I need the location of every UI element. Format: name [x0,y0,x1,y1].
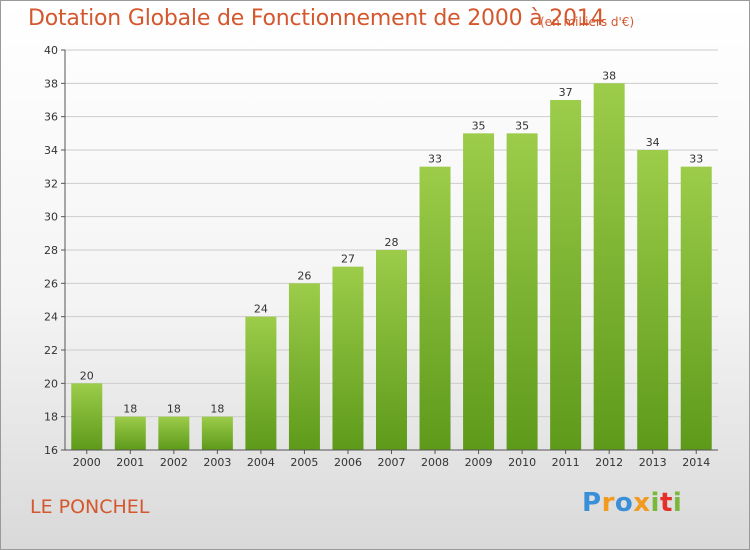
x-tick-label: 2009 [465,456,493,469]
bar [376,250,407,450]
x-tick-label: 2011 [552,456,580,469]
y-tick-label: 28 [44,244,58,257]
bar-value-label: 33 [428,153,442,166]
bar-value-label: 24 [254,303,268,316]
x-tick-label: 2002 [160,456,188,469]
chart-subtitle: (en milliers d'€) [540,15,635,29]
bar [463,133,495,451]
bar [288,283,320,450]
x-tick-label: 2000 [73,456,101,469]
bar [593,83,625,450]
logo-letter: t [659,488,673,518]
x-tick-label: 2014 [682,456,710,469]
bar-value-label: 27 [341,253,355,266]
x-tick-label: 2007 [378,456,406,469]
logo-letter: r [601,488,615,518]
x-tick-label: 2001 [116,456,144,469]
x-tick-label: 2003 [203,456,231,469]
bar-value-label: 35 [515,119,529,132]
bar-value-label: 37 [559,86,573,99]
logo-letter: P [582,488,602,518]
y-tick-label: 32 [44,177,58,190]
y-tick-label: 26 [44,277,58,290]
logo-letter: i [672,488,683,518]
x-tick-label: 2005 [290,456,318,469]
bar-value-label: 35 [472,119,486,132]
x-tick-label: 2004 [247,456,275,469]
y-tick-label: 38 [44,77,58,90]
bar-value-label: 18 [210,403,224,416]
bar [158,416,190,450]
bar [332,266,364,450]
x-tick-label: 2013 [639,456,667,469]
bar-value-label: 26 [297,269,311,282]
bar-value-label: 33 [689,153,703,166]
bar-value-label: 18 [123,403,137,416]
bar [680,166,712,450]
y-tick-label: 22 [44,344,58,357]
bar [506,133,538,451]
x-tick-label: 2008 [421,456,449,469]
x-tick-label: 2012 [595,456,623,469]
chart-title: Dotation Globale de Fonctionnement de 20… [28,6,605,31]
bars: 20 18 18 18 24 26 27 28 33 35 35 37 38 34 33 [71,69,712,451]
bar-value-label: 38 [602,69,616,82]
bar [201,416,233,450]
bar-value-label: 28 [385,236,399,249]
y-tick-label: 30 [44,211,58,224]
logo-letter: o [614,488,634,518]
y-tick-label: 40 [44,44,58,57]
bar [245,316,277,450]
axes: 16 18 20 22 24 26 28 30 32 34 36 38 40 2000 2001 2002 20… [44,44,718,469]
bar [71,383,103,450]
bar-value-label: 18 [167,403,181,416]
proxiti-logo[interactable]: Proxiti [582,488,682,518]
logo-letter: x [633,488,651,518]
y-tick-label: 24 [44,311,58,324]
bar-value-label: 20 [80,369,94,382]
y-tick-label: 18 [44,411,58,424]
y-tick-label: 20 [44,377,58,390]
bar [637,150,669,450]
bar-value-label: 34 [646,136,660,149]
bar [419,166,451,450]
y-tick-label: 34 [44,144,58,157]
logo-letter: i [650,488,660,518]
bar [114,416,146,450]
y-tick-label: 36 [44,111,58,124]
x-tick-label: 2010 [508,456,536,469]
y-tick-label: 16 [44,444,58,457]
commune-name: LE PONCHEL [30,496,150,518]
x-tick-label: 2006 [334,456,362,469]
bar [550,100,582,450]
